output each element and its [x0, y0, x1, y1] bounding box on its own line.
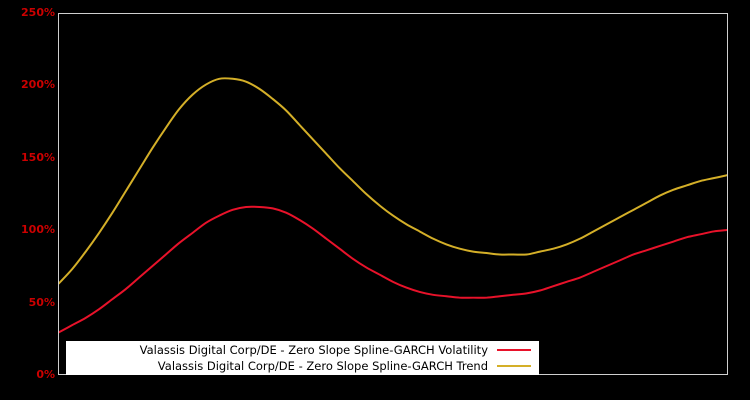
y-axis-tick-label: 0% [36, 368, 55, 381]
legend-item[interactable]: Valassis Digital Corp/DE - Zero Slope Sp… [66, 358, 539, 374]
y-axis-tick-label: 250% [21, 6, 55, 19]
plot-svg [59, 77, 727, 334]
legend-color-swatch [497, 365, 531, 367]
legend-color-swatch [497, 349, 531, 351]
series-line-volatility [59, 205, 727, 334]
legend-item[interactable]: Valassis Digital Corp/DE - Zero Slope Sp… [66, 342, 539, 358]
legend-item-label: Valassis Digital Corp/DE - Zero Slope Sp… [139, 343, 488, 357]
series-line-trend [59, 77, 727, 285]
y-axis: 250% 200% 150% 100% 50% 0% [0, 0, 55, 400]
legend-item-label: Valassis Digital Corp/DE - Zero Slope Sp… [157, 359, 488, 373]
y-axis-tick-label: 50% [28, 295, 55, 309]
chart-legend: Valassis Digital Corp/DE - Zero Slope Sp… [66, 341, 539, 375]
y-axis-tick-label: 150% [21, 150, 55, 164]
plot-area [58, 13, 728, 375]
y-axis-tick-label: 200% [21, 78, 55, 92]
y-axis-tick-label: 100% [21, 223, 55, 237]
